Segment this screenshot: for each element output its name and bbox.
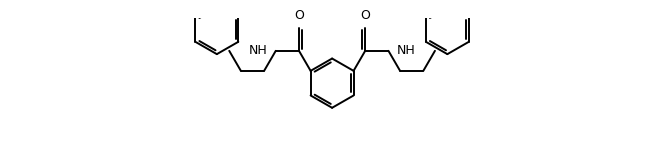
Text: O: O [360,9,370,22]
Text: NH: NH [248,44,267,57]
Text: O: O [294,9,304,22]
Text: NH: NH [397,44,416,57]
